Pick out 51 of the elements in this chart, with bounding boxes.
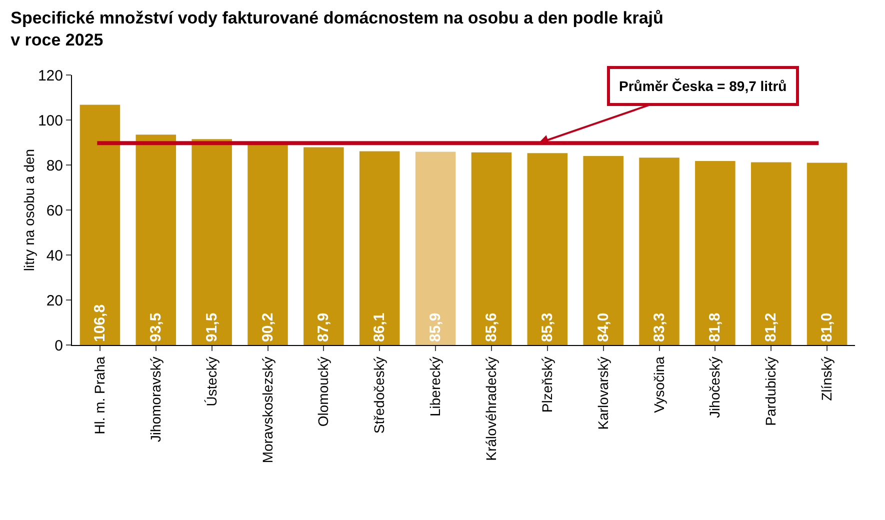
- x-tick-label: Středočeský: [371, 356, 388, 434]
- y-tick-label: 0: [54, 337, 63, 354]
- data-label: 87,9: [315, 312, 332, 342]
- data-label: 81,0: [818, 312, 836, 342]
- x-tick-label: Pardubický: [762, 356, 779, 426]
- y-tick-label: 80: [46, 157, 63, 174]
- bar: [695, 160, 736, 345]
- x-tick-label: Královéhradecký: [483, 356, 500, 461]
- bar: [806, 162, 848, 345]
- y-tick-label: 40: [46, 247, 63, 264]
- bar: [415, 152, 456, 345]
- data-label: 83,3: [650, 312, 668, 342]
- y-tick-label: 60: [46, 202, 63, 220]
- x-tick-label: Zlínský: [818, 356, 835, 401]
- ref-line-label: Průměr Česka = 89,7 litrů: [619, 78, 787, 94]
- bar: [192, 139, 232, 345]
- data-label: 84,0: [594, 312, 612, 342]
- x-tick-label: Ústecký: [203, 356, 220, 406]
- x-tick-label: Plzeňský: [538, 356, 555, 413]
- data-label: 85,6: [482, 312, 500, 342]
- bar: [639, 158, 680, 345]
- data-label: 91,5: [203, 312, 220, 342]
- data-label: 86,1: [371, 312, 388, 342]
- data-label: 81,8: [706, 312, 724, 342]
- x-tick-label: Jihomoravský: [147, 356, 164, 442]
- x-tick-label: Moravskoslezský: [259, 356, 276, 464]
- x-tick-label: Karlovarský: [594, 356, 611, 430]
- y-axis-title: litry na osobu a den: [21, 148, 37, 272]
- data-label: 106,8: [91, 304, 108, 342]
- x-tick-label: Hl. m. Praha: [92, 356, 108, 434]
- y-tick-label: 100: [38, 112, 63, 130]
- x-tick-label: Jihočeský: [706, 356, 723, 418]
- bar: [527, 153, 568, 345]
- x-tick-label: Liberecký: [427, 356, 444, 417]
- bar: [359, 151, 400, 345]
- data-label: 85,9: [427, 312, 444, 342]
- data-label: 81,2: [762, 312, 780, 342]
- y-tick-label: 20: [46, 292, 63, 310]
- bar: [304, 147, 344, 345]
- x-tick-label: Olomoucký: [315, 356, 332, 427]
- chart-title: Specifické množství vody fakturované domácnostem na osobu a den podle krajů v roce 2025: [10, 8, 664, 50]
- data-label: 90,2: [259, 312, 276, 342]
- bar: [80, 104, 120, 345]
- bar: [750, 162, 792, 345]
- y-tick-label: 120: [38, 67, 63, 84]
- data-label: 85,3: [538, 312, 556, 342]
- x-tick-label: Vysočina: [650, 356, 667, 413]
- bar: [471, 152, 512, 345]
- bar: [136, 134, 176, 345]
- data-label: 93,5: [147, 312, 164, 342]
- bar: [583, 156, 624, 345]
